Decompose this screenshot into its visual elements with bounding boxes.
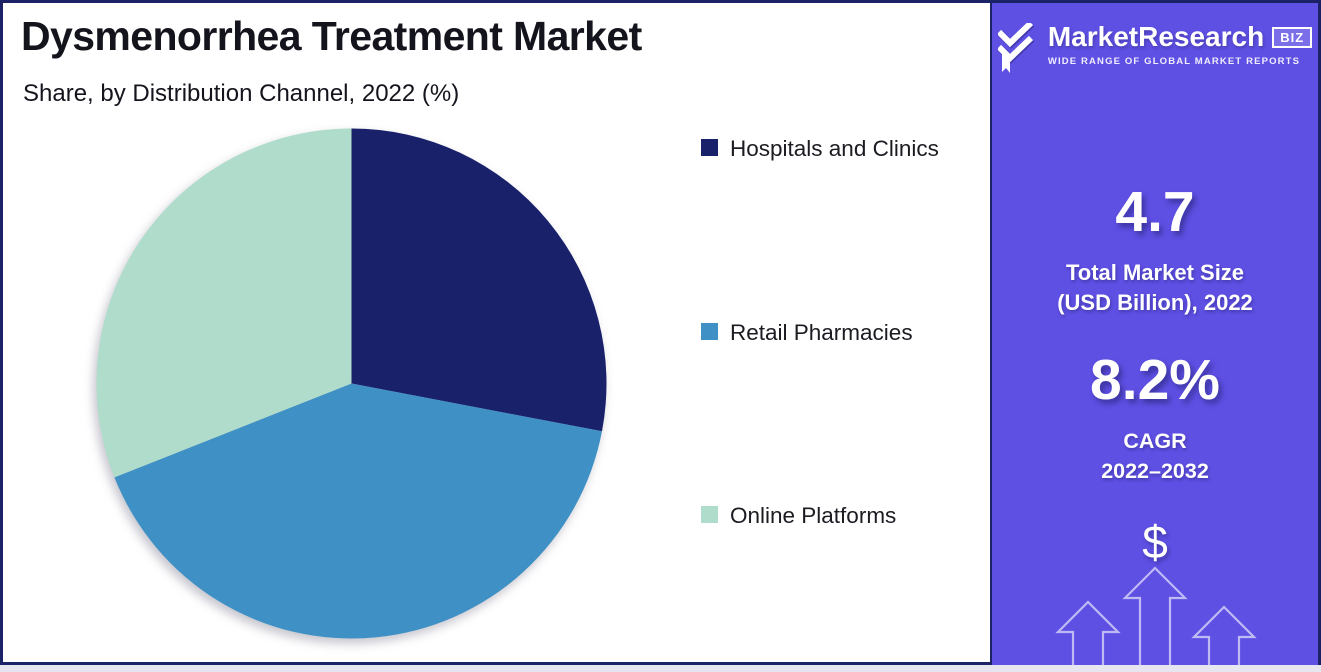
- legend-marker-online: [701, 506, 718, 523]
- stat-cagr-value: 8.2%: [1090, 348, 1220, 412]
- brand-sidebar: MarketResearch BIZ WIDE RANGE OF GLOBAL …: [990, 3, 1318, 665]
- legend-label: Retail Pharmacies: [730, 320, 913, 345]
- brand-tagline: WIDE RANGE OF GLOBAL MARKET REPORTS: [1047, 56, 1301, 67]
- legend-item: Hospitals and Clinics: [701, 131, 953, 167]
- pie-slice-hospitals-and-clinics: [351, 128, 607, 432]
- legend-item: Retail Pharmacies: [701, 315, 953, 351]
- legend-marker-hospitals: [701, 139, 718, 156]
- legend-item: Online Platforms: [701, 498, 953, 534]
- growth-arrow-left: [1055, 600, 1121, 665]
- pie-chart: [96, 128, 607, 639]
- stat-label-line: (USD Billion), 2022: [1057, 290, 1253, 316]
- dollar-icon: $: [1142, 516, 1168, 568]
- legend-label: Hospitals and Clinics: [730, 136, 939, 161]
- stat-market-size-label: Total Market Size (USD Billion), 2022: [992, 258, 1318, 319]
- stat-cagr-label: CAGR 2022–2032: [992, 427, 1318, 486]
- chart-subtitle: Share, by Distribution Channel, 2022 (%): [23, 80, 460, 107]
- stat-label-line: CAGR: [1123, 429, 1187, 453]
- brand-name: MarketResearch: [1047, 21, 1265, 52]
- brand-row: MarketResearch BIZ: [1047, 21, 1313, 53]
- growth-arrows-icon: [1055, 566, 1257, 665]
- double-check-icon: [997, 23, 1035, 73]
- bottom-strip: [0, 665, 1321, 672]
- brand-logo: MarketResearch BIZ WIDE RANGE OF GLOBAL …: [992, 21, 1318, 79]
- page-title: Dysmenorrhea Treatment Market: [21, 13, 642, 59]
- legend-marker-retail: [701, 323, 718, 340]
- growth-arrow-right: [1191, 605, 1257, 665]
- brand-suffix-badge: BIZ: [1272, 26, 1313, 48]
- stat-label-line: Total Market Size: [1065, 260, 1245, 285]
- legend-label: Online Platforms: [730, 503, 897, 528]
- stat-market-size-value: 4.7: [1115, 180, 1195, 244]
- pie-slice-retail-pharmacies: [114, 383, 602, 639]
- pie-slice-online-platforms: [96, 128, 352, 478]
- brand-text-block: MarketResearch BIZ WIDE RANGE OF GLOBAL …: [1047, 21, 1313, 67]
- stat-label-line: 2022–2032: [1101, 458, 1209, 483]
- growth-arrow-middle: [1122, 566, 1188, 665]
